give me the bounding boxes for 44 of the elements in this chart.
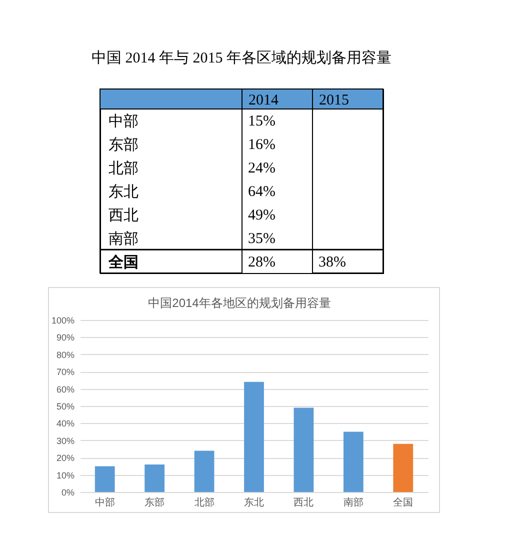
x-tick-label: 北部 [194,496,214,508]
data-label: 28% [248,254,276,270]
bar [343,432,364,492]
y-tick-label: 中部 [108,113,138,130]
data-label: 15% [248,114,276,130]
y-tick-label: 0% [61,488,74,498]
chart-title: 中国2014年各地区的规划备用容量 [148,296,331,310]
x-tick-label: 中部 [94,496,115,508]
bar [94,466,115,492]
y-tick-label: 东部 [108,136,138,154]
y-tick-label: 西北 [108,206,138,224]
bar [194,450,214,492]
y-tick-label: 东北 [108,184,138,200]
y-tick-label: 10% [56,470,74,480]
y-tick-label: 20% [56,453,74,464]
data-label: 49% [248,207,276,224]
x-tick-label: 2014 [248,92,279,108]
y-tick-label: 全国 [108,254,138,271]
data-label: 16% [248,137,276,154]
y-tick-label: 40% [56,418,74,429]
data-label: 24% [248,160,276,177]
x-tick-label: 东北 [244,496,264,508]
y-tick-label: 50% [56,402,74,412]
bar [393,444,414,492]
data-label: 35% [248,230,276,247]
y-tick-label: 90% [56,332,74,343]
x-tick-label: 西北 [294,496,314,508]
y-tick-label: 60% [56,384,74,394]
chart-title: 中国 2014 年与 2015 年各区域的规划备用容量 [92,50,392,66]
data-label: 64% [248,184,276,200]
y-tick-label: 北部 [108,160,138,178]
x-tick-label: 全国 [393,496,414,508]
y-tick-label: 70% [56,367,74,378]
bar [294,408,314,492]
y-tick-label: 30% [56,436,74,446]
x-tick-label: 南部 [343,496,364,508]
y-tick-label: 南部 [108,230,138,248]
bar [144,464,165,492]
x-tick-label: 2015 [319,92,349,108]
x-tick-label: 东部 [144,496,165,508]
data-label: 38% [318,254,346,270]
y-tick-label: 80% [56,350,74,360]
y-tick-label: 100% [51,316,74,326]
bar [244,382,264,492]
